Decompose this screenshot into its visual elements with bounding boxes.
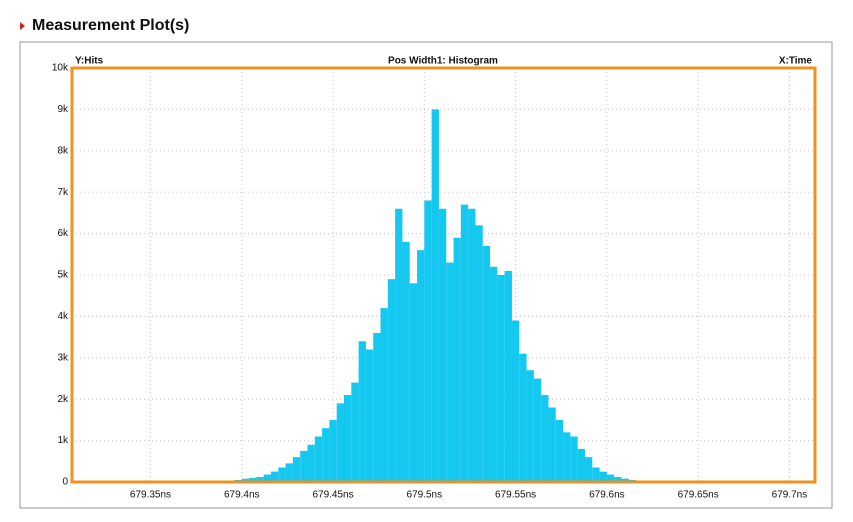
y-tick-label: 9k xyxy=(57,104,69,115)
histogram-bar xyxy=(307,444,315,482)
histogram-bar xyxy=(599,471,607,482)
y-tick-label: 10k xyxy=(52,63,69,74)
histogram-bar xyxy=(519,353,527,482)
histogram-bar xyxy=(322,428,330,482)
histogram-bar xyxy=(300,450,308,482)
histogram-bar xyxy=(555,419,564,482)
histogram-bar xyxy=(402,241,410,482)
histogram-bar xyxy=(278,467,286,482)
y-tick-label: 0 xyxy=(62,477,68,488)
histogram-bar xyxy=(460,204,469,482)
y-tick-label: 8k xyxy=(57,145,69,156)
chart-title: Pos Width1: Histogram xyxy=(388,56,498,67)
histogram-bar xyxy=(563,432,571,482)
histogram-bar xyxy=(526,370,534,482)
y-tick-label: 4k xyxy=(57,311,69,322)
histogram-bar xyxy=(373,332,381,482)
histogram-bar xyxy=(365,349,374,482)
x-tick-label: 679.6ns xyxy=(589,490,625,501)
histogram-bar xyxy=(292,457,301,482)
histogram-bar xyxy=(548,407,556,482)
y-axis-label: Y:Hits xyxy=(75,56,104,67)
histogram-bar xyxy=(263,474,271,482)
histogram-bar xyxy=(336,403,345,482)
x-tick-label: 679.55ns xyxy=(495,490,536,501)
histogram-bar xyxy=(490,266,498,482)
histogram-bar xyxy=(475,225,483,482)
histogram-bar xyxy=(249,477,257,482)
histogram-bar xyxy=(584,457,593,482)
y-tick-label: 7k xyxy=(57,187,69,198)
histogram-bar xyxy=(511,320,520,482)
histogram-bar xyxy=(395,208,403,482)
x-axis-label: X:Time xyxy=(779,56,813,67)
histogram-bar xyxy=(409,283,418,482)
x-tick-label: 679.35ns xyxy=(130,490,171,501)
histogram-bar xyxy=(614,477,622,482)
histogram-bar xyxy=(453,237,461,482)
header-marker xyxy=(20,22,25,30)
y-tick-label: 6k xyxy=(57,228,69,239)
histogram-bar xyxy=(314,436,323,482)
histogram-bar xyxy=(380,308,388,482)
histogram-bar xyxy=(270,471,279,482)
x-tick-label: 679.5ns xyxy=(407,490,443,501)
y-tick-label: 1k xyxy=(57,435,69,446)
histogram-bar xyxy=(387,279,396,482)
histogram-bar xyxy=(541,395,549,482)
y-tick-label: 2k xyxy=(57,394,69,405)
x-tick-label: 679.65ns xyxy=(678,490,719,501)
histogram-bar xyxy=(351,382,359,482)
histogram-bar xyxy=(533,378,542,482)
x-tick-label: 679.7ns xyxy=(772,490,808,501)
x-tick-label: 679.4ns xyxy=(224,490,260,501)
histogram-bar xyxy=(358,341,366,482)
histogram-bar xyxy=(592,467,600,482)
x-tick-label: 679.45ns xyxy=(312,490,353,501)
histogram-bar xyxy=(431,109,439,483)
histogram-bar xyxy=(417,250,425,482)
histogram-bar xyxy=(424,200,432,483)
histogram-bar xyxy=(446,262,454,482)
y-tick-label: 3k xyxy=(57,352,69,363)
plot-frame xyxy=(70,66,817,484)
histogram-bar xyxy=(621,478,629,482)
histogram-bar xyxy=(504,270,512,482)
histogram-bar xyxy=(256,477,264,482)
histogram-bar xyxy=(482,246,491,482)
panel-frame xyxy=(19,41,833,509)
histogram-bar xyxy=(606,474,615,482)
histogram-bar xyxy=(468,208,476,482)
histogram-bar xyxy=(497,275,505,482)
histogram-bar xyxy=(329,419,337,482)
histogram-bar xyxy=(577,448,585,482)
histogram-bar xyxy=(241,478,250,482)
header-title: Measurement Plot(s) xyxy=(32,17,189,34)
histogram-bar xyxy=(285,463,293,482)
histogram-bar xyxy=(570,436,578,482)
histogram-bar xyxy=(344,395,352,482)
y-tick-label: 5k xyxy=(57,270,69,281)
histogram-bar xyxy=(438,208,447,482)
